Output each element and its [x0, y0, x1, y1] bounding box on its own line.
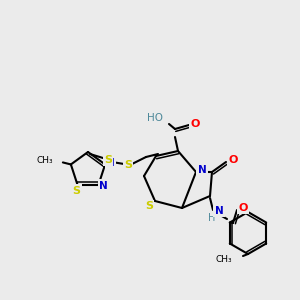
- Text: HO: HO: [147, 113, 163, 123]
- Text: CH₃: CH₃: [36, 156, 53, 165]
- Text: O: O: [228, 155, 238, 165]
- Text: S: S: [104, 155, 112, 165]
- Text: O: O: [190, 119, 200, 129]
- Text: S: S: [72, 186, 80, 196]
- Text: S: S: [145, 201, 153, 211]
- Text: CH₃: CH₃: [215, 254, 232, 263]
- Text: S: S: [124, 160, 132, 170]
- Text: N: N: [214, 206, 224, 216]
- Text: N: N: [106, 158, 115, 168]
- Text: N: N: [198, 165, 206, 175]
- Text: O: O: [238, 203, 248, 213]
- Text: H: H: [208, 213, 216, 223]
- Text: N: N: [99, 181, 108, 190]
